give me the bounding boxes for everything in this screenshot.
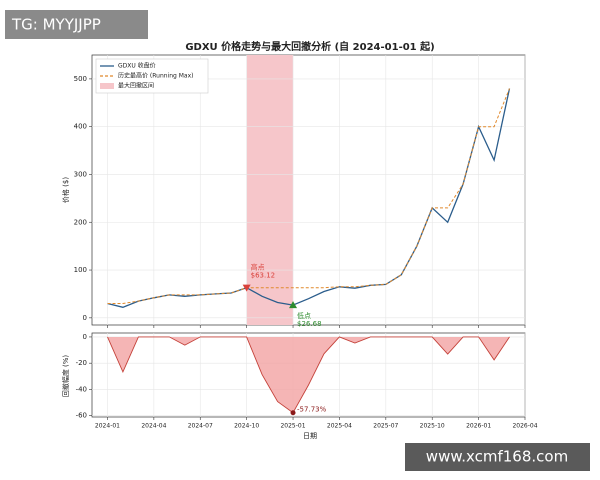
y-tick-label: -60 <box>76 412 87 420</box>
drawdown-line <box>107 336 510 414</box>
annotation-label: $63.12 <box>251 272 276 280</box>
legend-label: 最大回撤区间 <box>118 82 154 90</box>
annotation-title: 低点 <box>297 311 311 320</box>
x-axis-label: 日期 <box>303 432 317 440</box>
series-line <box>107 88 510 304</box>
site-text: www.xcmf168.com <box>426 448 568 466</box>
x-tick-label: 2024-10 <box>234 423 259 430</box>
y-tick-label: 500 <box>74 75 87 83</box>
min-marker <box>290 410 296 416</box>
annotation-marker <box>289 301 298 309</box>
x-tick-label: 2025-10 <box>420 423 445 430</box>
tag-box <box>5 10 148 39</box>
y-tick-label: 200 <box>74 218 87 226</box>
drawdown-span <box>246 55 294 325</box>
drawdown-area <box>107 336 510 413</box>
legend-box <box>95 58 209 94</box>
plots: 0 100 200 300 400 500 高点$63.12 低点$26.68 GDXU 收盘价… <box>74 54 538 430</box>
y-tick-label: 0 <box>83 314 87 322</box>
x-tick-label: 2026-04 <box>512 423 537 430</box>
x-tick-label: 2024-01 <box>95 423 120 430</box>
tag-text: TG: MYYJJPP <box>11 16 101 34</box>
legend-label: 历史最高价 (Running Max) <box>118 72 194 80</box>
site-box <box>405 443 590 471</box>
x-tick-label: 2025-01 <box>280 423 305 430</box>
x-tick-label: 2024-07 <box>188 423 213 430</box>
y-tick-label: 300 <box>74 170 87 178</box>
x-tick-label: 2024-04 <box>141 423 166 430</box>
y-tick-label: 0 <box>83 333 87 341</box>
y-tick-label: -20 <box>76 359 87 367</box>
annotation-marker <box>242 284 251 292</box>
y-tick-label: 400 <box>74 123 87 131</box>
x-tick-label: 2025-07 <box>373 423 398 430</box>
y-axis-label: 回撤幅度 (%) <box>61 355 70 398</box>
legend-label: GDXU 收盘价 <box>118 62 156 70</box>
plot-area <box>91 54 526 326</box>
annotation-title: 高点 <box>251 263 265 272</box>
chart-title: GDXU 价格走势与最大回撤分析 (自 2024-01-01 起) <box>185 40 434 53</box>
annotation-label: $26.68 <box>297 320 322 328</box>
x-tick-label: 2026-01 <box>466 423 491 430</box>
legend-swatch <box>100 83 114 89</box>
y-axis-label: 价格 ($) <box>61 177 70 203</box>
y-tick-label: -40 <box>76 385 87 393</box>
annotation-label: -57.73% <box>297 406 327 414</box>
y-tick-label: 100 <box>74 266 87 274</box>
x-tick-label: 2025-04 <box>327 423 352 430</box>
